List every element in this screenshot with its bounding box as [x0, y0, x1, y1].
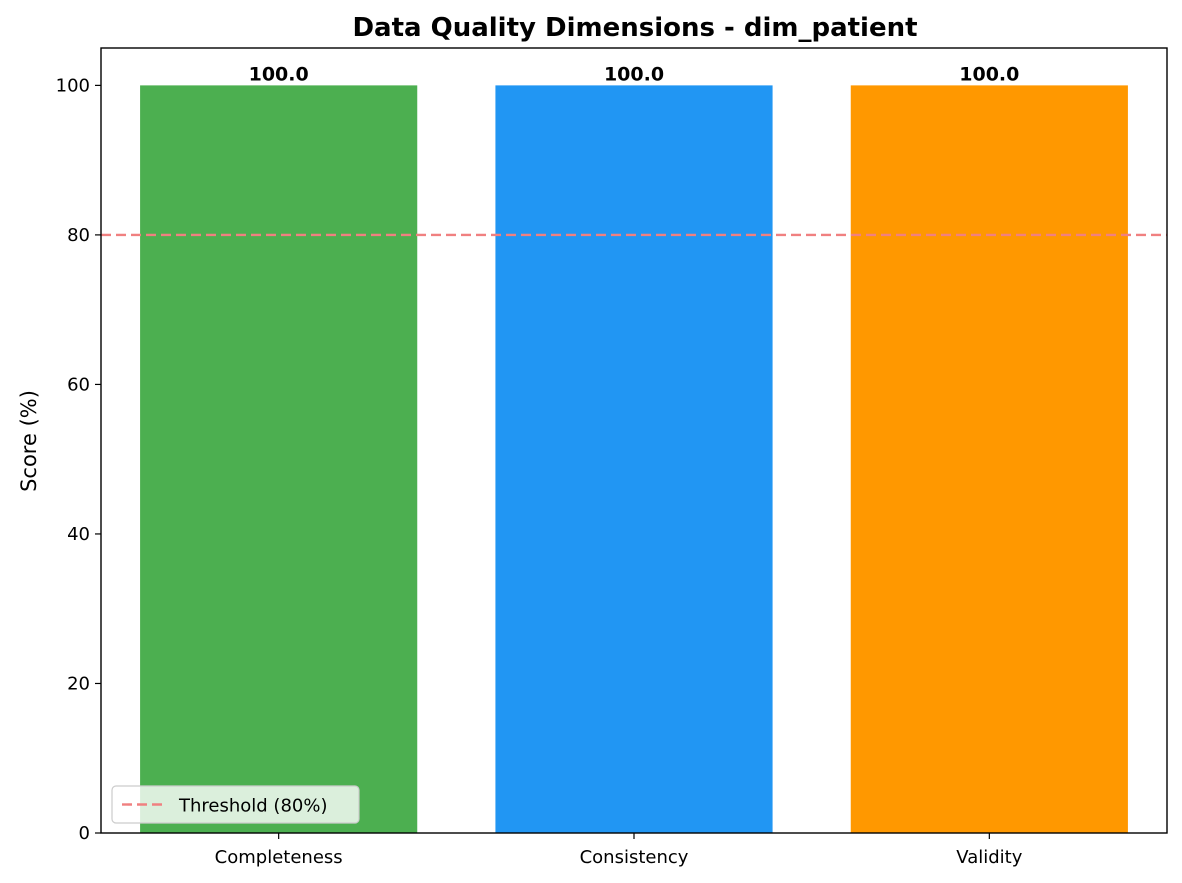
chart-title: Data Quality Dimensions - dim_patient	[352, 13, 917, 43]
bar-consistency	[495, 85, 773, 833]
y-tick-label: 20	[67, 673, 90, 694]
bar-value-label: 100.0	[249, 63, 309, 85]
y-axis-label: Score (%)	[17, 390, 41, 492]
legend-threshold-label: Threshold (80%)	[178, 796, 327, 817]
legend-box	[111, 785, 360, 824]
y-tick-label: 0	[79, 823, 90, 844]
y-tick-label: 60	[67, 374, 90, 395]
bar-value-label: 100.0	[959, 63, 1019, 85]
x-tick-label: Consistency	[580, 847, 689, 868]
y-tick-label: 40	[67, 524, 90, 545]
x-tick-label: Completeness	[215, 847, 343, 868]
bar-value-label: 100.0	[604, 63, 664, 85]
plot-area: 100.0 Completeness 100.0 Consistency 100.0 Va…	[56, 47, 1168, 868]
bar-completeness	[140, 85, 418, 833]
y-tick-label: 100	[56, 75, 90, 96]
plot-frame	[100, 47, 1168, 834]
x-tick-label: Validity	[956, 847, 1022, 868]
y-tick-label: 80	[67, 225, 90, 246]
bar-validity	[850, 85, 1128, 833]
